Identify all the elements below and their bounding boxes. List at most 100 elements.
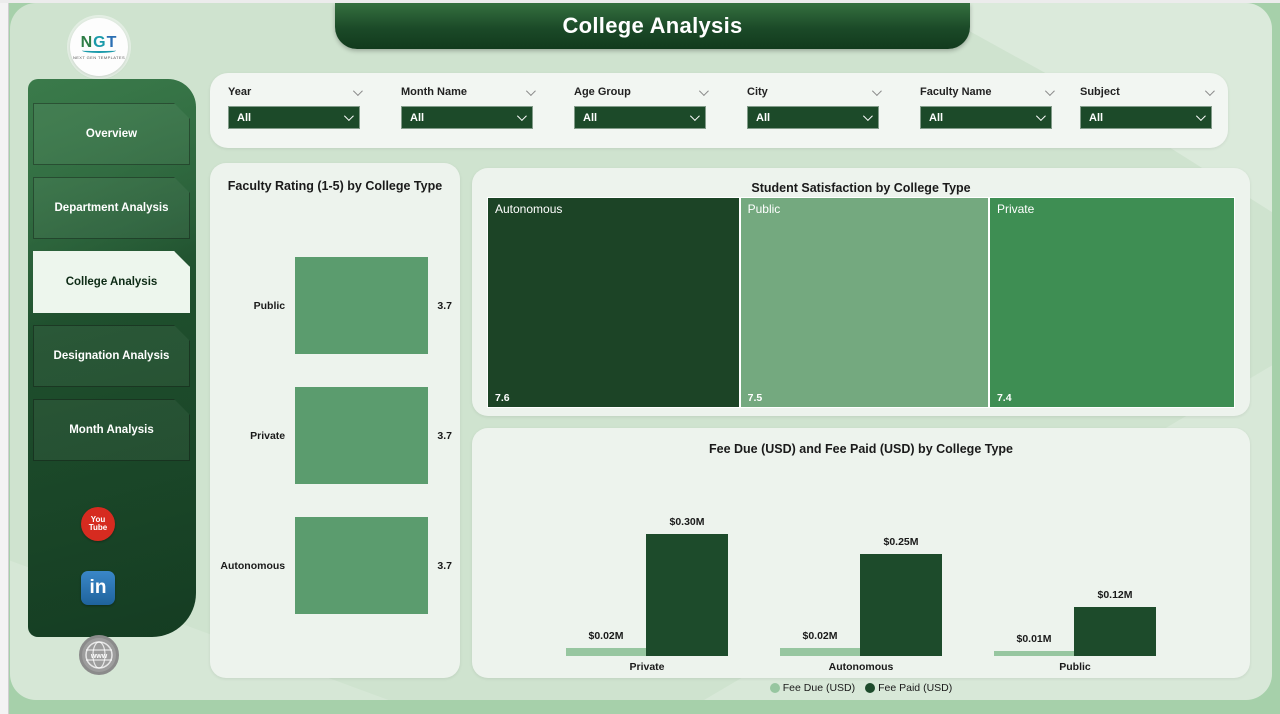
linkedin-icon[interactable]: in — [81, 571, 115, 605]
filter-selected-value: All — [756, 111, 771, 124]
faculty-rating-row: Autonomous 3.7 — [220, 517, 452, 614]
chevron-down-icon — [1195, 111, 1206, 122]
faculty-rating-row: Public 3.7 — [220, 257, 452, 354]
treemap-category-label: Autonomous — [495, 202, 563, 216]
treemap-value-label: 7.5 — [747, 392, 763, 404]
chevron-down-icon — [689, 111, 700, 122]
treemap-category-label: Private — [996, 202, 1035, 216]
fee-bar-group-public: $0.01M $0.12M Public — [994, 469, 1156, 673]
legend-dot — [769, 683, 780, 693]
faculty-rating-card: Faculty Rating (1-5) by College Type Pub… — [210, 163, 460, 678]
logo-tagline: NEXT GEN TEMPLATES — [72, 54, 126, 60]
logo-swoosh — [82, 48, 116, 53]
treemap-tile-private[interactable]: Private 7.4 — [989, 198, 1234, 407]
chevron-down-icon — [343, 111, 354, 122]
filter-dropdown[interactable]: All — [401, 106, 533, 129]
linkedin-text: in — [89, 577, 107, 598]
filter-selected-value: All — [583, 111, 598, 124]
filter-label: Year — [228, 86, 252, 98]
faculty-rating-row: Private 3.7 — [220, 387, 452, 484]
data-label: 3.7 — [437, 299, 452, 312]
filter-selected-value: All — [237, 111, 252, 124]
chart-title: Faculty Rating (1-5) by College Type — [227, 179, 443, 193]
treemap-tile-public[interactable]: Public 7.5 — [740, 198, 988, 407]
nav-sidebar: Overview Department Analysis College Ana… — [28, 79, 196, 637]
sidebar-item-month-analysis[interactable]: Month Analysis — [33, 399, 190, 461]
sidebar-item-label: Month Analysis — [69, 424, 154, 436]
legend-label: Fee Due (USD) — [782, 682, 856, 694]
filter-month-name: Month Name All — [401, 83, 536, 129]
chevron-down-icon[interactable] — [871, 85, 882, 96]
data-label: $0.12M — [1097, 589, 1133, 601]
page-title: College Analysis — [562, 13, 743, 38]
chevron-down-icon[interactable] — [698, 85, 709, 96]
category-label: Private — [629, 661, 665, 673]
youtube-icon[interactable]: You Tube — [81, 507, 115, 541]
filter-city: City All — [747, 83, 882, 129]
category-label: Private — [250, 429, 286, 442]
rating-bar[interactable] — [295, 387, 429, 484]
report-canvas: College Analysis NGT NEXT GEN TEMPLATES … — [10, 3, 1272, 700]
filter-subject: Subject All — [1080, 83, 1215, 129]
treemap-category-label: Public — [747, 202, 781, 216]
category-label: Autonomous — [828, 661, 894, 673]
sidebar-item-designation-analysis[interactable]: Designation Analysis — [33, 325, 190, 387]
filter-dropdown[interactable]: All — [1080, 106, 1212, 129]
fee-paid-bar[interactable] — [860, 554, 942, 656]
treemap-tile-autonomous[interactable]: Autonomous 7.6 — [488, 198, 739, 407]
treemap-value-label: 7.4 — [996, 392, 1012, 404]
fee-chart-card: Fee Due (USD) and Fee Paid (USD) by Coll… — [472, 428, 1250, 694]
svg-text:www: www — [90, 653, 108, 660]
sidebar-item-label: Designation Analysis — [53, 350, 170, 362]
treemap-value-label: 7.6 — [495, 392, 510, 404]
chevron-down-icon — [1035, 111, 1046, 122]
filter-selected-value: All — [410, 111, 425, 124]
rating-bar[interactable] — [295, 257, 429, 354]
sidebar-item-label: Department Analysis — [54, 202, 169, 214]
category-label: Public — [1059, 661, 1091, 673]
filter-age-group: Age Group All — [574, 83, 709, 129]
filter-label: Age Group — [574, 86, 631, 98]
category-label: Public — [253, 299, 286, 312]
student-satisfaction-card: Student Satisfaction by College Type Aut… — [472, 168, 1250, 416]
filter-dropdown[interactable]: All — [920, 106, 1052, 129]
fee-paid-bar[interactable] — [646, 534, 728, 656]
data-label: $0.02M — [588, 630, 624, 642]
fee-paid-bar[interactable] — [1074, 607, 1156, 656]
sidebar-item-overview[interactable]: Overview — [33, 103, 190, 165]
chevron-down-icon[interactable] — [1204, 85, 1215, 96]
data-label: 3.7 — [437, 429, 452, 442]
data-label: $0.30M — [669, 516, 705, 528]
globe-www-icon[interactable]: www — [79, 635, 119, 675]
window-edge — [0, 0, 1280, 3]
data-label: $0.02M — [802, 630, 838, 642]
youtube-text: Tube — [88, 523, 108, 532]
filter-dropdown[interactable]: All — [228, 106, 360, 129]
filter-label: Month Name — [401, 86, 467, 98]
chevron-down-icon[interactable] — [352, 85, 363, 96]
sidebar-item-college-analysis[interactable]: College Analysis — [33, 251, 190, 313]
data-label: $0.01M — [1016, 633, 1052, 645]
chevron-down-icon[interactable] — [1044, 85, 1055, 96]
category-label: Autonomous — [220, 559, 286, 572]
fee-chart-plot: $0.02M $0.30M Private $0.02M $0.25M Autonomou… — [472, 469, 1250, 673]
globe-graphic: www — [85, 641, 113, 669]
data-label: $0.25M — [883, 536, 919, 548]
legend-label: Fee Paid (USD) — [878, 682, 953, 694]
chart-title: Student Satisfaction by College Type — [751, 181, 971, 195]
ngt-logo: NGT NEXT GEN TEMPLATES — [70, 18, 128, 76]
filter-dropdown[interactable]: All — [574, 106, 706, 129]
filter-selected-value: All — [929, 111, 944, 124]
filter-dropdown[interactable]: All — [747, 106, 879, 129]
rating-bar[interactable] — [295, 517, 429, 614]
legend-item: Fee Paid (USD) — [865, 682, 952, 694]
fee-bar-group-autonomous: $0.02M $0.25M Autonomous — [780, 469, 942, 673]
fee-bar-group-private: $0.02M $0.30M Private — [566, 469, 728, 673]
filter-year: Year All — [228, 83, 363, 129]
chevron-down-icon[interactable] — [525, 85, 536, 96]
filter-label: City — [747, 86, 768, 98]
sidebar-item-label: College Analysis — [65, 276, 158, 288]
sidebar-item-department-analysis[interactable]: Department Analysis — [33, 177, 190, 239]
legend-item: Fee Due (USD) — [769, 682, 856, 694]
